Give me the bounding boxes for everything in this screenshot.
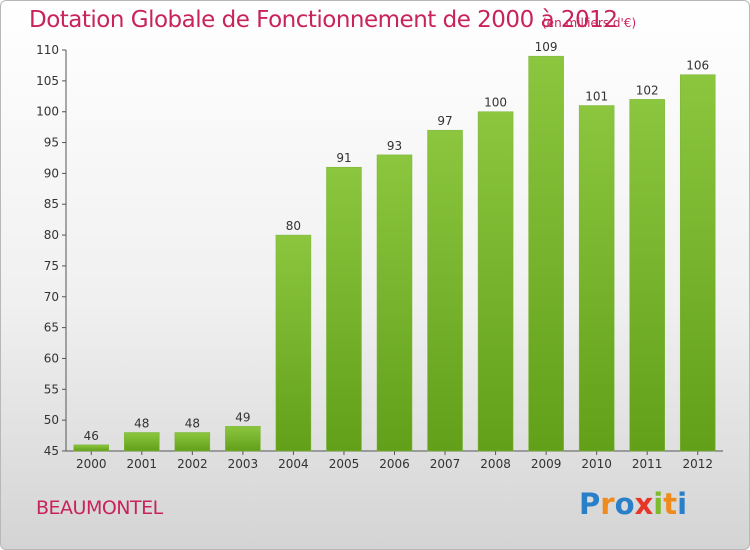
y-tick-label: 65	[44, 321, 59, 335]
x-tick-label-2000: 2000	[76, 457, 107, 471]
data-label-2004: 80	[286, 219, 301, 233]
x-tick-label-2005: 2005	[329, 457, 360, 471]
logo-letter: o	[614, 487, 635, 521]
bar-2009	[528, 55, 564, 452]
bar-2008	[477, 111, 514, 452]
bar-2003	[225, 426, 261, 452]
commune-name: BEAUMONTEL	[36, 497, 163, 519]
data-label-2010: 101	[585, 90, 608, 104]
bar-2005	[326, 166, 362, 452]
y-tick-label: 90	[44, 166, 59, 180]
logo-letter: t	[663, 487, 678, 521]
data-label-2008: 100	[484, 96, 507, 110]
logo-letter: P	[579, 487, 601, 521]
y-tick-label: 55	[44, 382, 59, 396]
x-tick-label-2004: 2004	[278, 457, 309, 471]
y-tick-label: 85	[44, 197, 59, 211]
data-label-2006: 93	[387, 139, 402, 153]
y-tick-label: 95	[44, 136, 59, 150]
x-tick-label-2010: 2010	[581, 457, 612, 471]
bar-2010	[578, 105, 615, 452]
bar-2011	[629, 99, 665, 452]
data-label-2000: 46	[84, 429, 99, 443]
bar-2006	[376, 154, 413, 452]
data-label-2007: 97	[437, 114, 452, 128]
proxiti-logo: Proxiti	[579, 487, 687, 521]
bar-2001	[124, 432, 160, 452]
chart-subtitle: (en milliers d'€)	[542, 16, 637, 30]
y-tick-label: 45	[44, 444, 59, 458]
x-tick-label-2001: 2001	[127, 457, 158, 471]
logo-letter: i	[677, 487, 688, 521]
y-tick-label: 75	[44, 259, 59, 273]
bar-2002	[174, 432, 211, 452]
x-tick-label-2012: 2012	[682, 457, 713, 471]
data-label-2012: 106	[686, 59, 709, 73]
data-label-2005: 91	[336, 151, 351, 165]
bar-2012	[679, 74, 716, 452]
bar-2004	[275, 234, 312, 452]
bar-2000	[73, 444, 110, 452]
x-tick-label-2008: 2008	[480, 457, 511, 471]
y-tick-label: 70	[44, 290, 59, 304]
y-tick-label: 80	[44, 228, 59, 242]
x-tick-label-2011: 2011	[632, 457, 663, 471]
y-tick-label: 100	[36, 105, 59, 119]
x-tick-label-2002: 2002	[177, 457, 208, 471]
y-tick-label: 50	[44, 413, 59, 427]
bar-2007	[427, 129, 463, 452]
data-label-2009: 109	[535, 40, 558, 54]
logo-letter: x	[634, 487, 654, 521]
data-label-2003: 49	[235, 410, 250, 424]
y-tick-label: 60	[44, 351, 59, 365]
y-tick-label: 110	[36, 43, 59, 57]
x-tick-label-2009: 2009	[531, 457, 562, 471]
data-label-2002: 48	[185, 416, 200, 430]
chart-title: Dotation Globale de Fonctionnement de 20…	[29, 7, 618, 33]
data-label-2011: 102	[636, 83, 659, 97]
y-tick-label: 105	[36, 74, 59, 88]
logo-letter: r	[600, 487, 615, 521]
data-label-2001: 48	[134, 416, 149, 430]
logo-letter: i	[653, 487, 664, 521]
x-tick-label-2003: 2003	[228, 457, 259, 471]
x-tick-label-2006: 2006	[379, 457, 410, 471]
x-tick-label-2007: 2007	[430, 457, 461, 471]
